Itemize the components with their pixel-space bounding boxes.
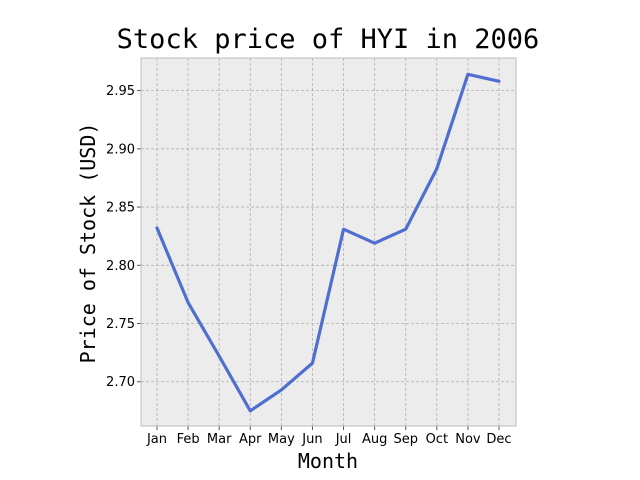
x-tick-label-jul: Jul	[335, 432, 352, 447]
series-line-0	[155, 72, 501, 413]
axis-ticks	[137, 90, 500, 430]
x-tick-label-jun: Jun	[301, 432, 322, 447]
x-tick-label-feb: Feb	[177, 432, 200, 447]
y-axis-label: Price of Stock (USD)	[76, 123, 100, 364]
series-layer	[155, 72, 501, 413]
x-axis-label: Month	[298, 449, 358, 473]
x-tick-label-aug: Aug	[362, 432, 387, 447]
grid-lines	[141, 58, 516, 426]
x-tick-label-nov: Nov	[455, 432, 481, 447]
x-tick-label-may: May	[268, 432, 295, 447]
x-tick-label-dec: Dec	[486, 432, 511, 447]
y-tick-labels: 2.70 2.75 2.80 2.85 2.90 2.95	[106, 84, 135, 390]
y-tick-label: 2.70	[106, 375, 135, 390]
x-tick-label-sep: Sep	[393, 432, 418, 447]
x-tick-label-oct: Oct	[426, 432, 448, 447]
y-tick-label: 2.90	[106, 142, 135, 157]
chart-title: Stock price of HYI in 2006	[117, 24, 540, 55]
plot-area	[141, 58, 516, 426]
x-tick-label-mar: Mar	[207, 432, 232, 447]
y-tick-label: 2.80	[106, 259, 135, 274]
x-tick-label-jan: Jan	[146, 432, 167, 447]
y-tick-label: 2.95	[106, 84, 135, 99]
y-tick-label: 2.85	[106, 201, 135, 216]
x-tick-labels: Jan Feb Mar Apr May Jun Jul Aug Sep Oct Nov Dec	[146, 432, 512, 447]
y-tick-label: 2.75	[106, 317, 135, 332]
plot-frame	[140, 57, 517, 427]
x-tick-label-apr: Apr	[239, 432, 262, 447]
